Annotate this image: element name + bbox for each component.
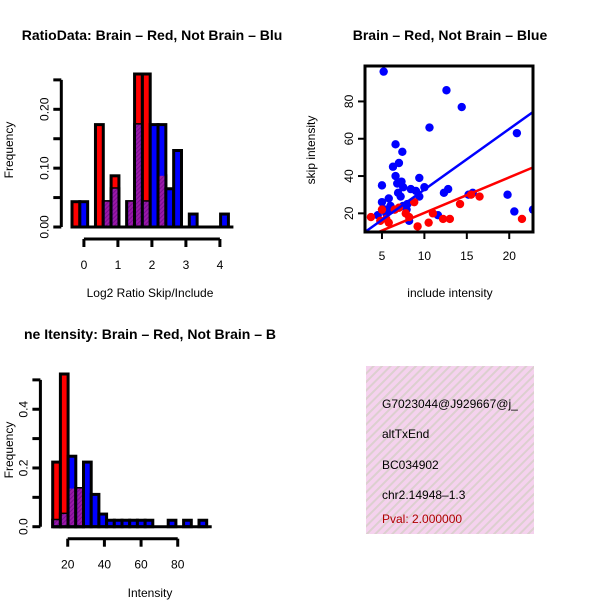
blue-point	[377, 197, 387, 207]
blue-point	[391, 140, 400, 149]
overlap-bar	[104, 201, 110, 226]
plot-frame	[363, 64, 535, 234]
ratio-histogram-title: RatioData: Brain – Red, Not Brain – Blu	[22, 27, 283, 43]
blue-point	[398, 183, 408, 192]
red-point	[401, 209, 410, 218]
x-tick-label: 5	[379, 249, 386, 263]
x-tick-label: 2	[149, 258, 156, 272]
overlap-bar	[143, 201, 149, 226]
overlap-bar	[61, 514, 67, 526]
blue-point	[425, 123, 434, 132]
info-line-type: altTxEnd	[382, 427, 429, 441]
y-tick-label: 40	[342, 169, 356, 183]
intensity-histogram-xlabel: Intensity	[128, 586, 173, 600]
info-line-accession: BC034902	[382, 458, 439, 472]
blue-point	[396, 192, 405, 201]
blue-point	[442, 86, 451, 95]
overlap-bar	[69, 488, 75, 526]
blue-point	[377, 181, 387, 190]
info-pval: Pval: 2.000000	[382, 512, 462, 526]
red-fit-line	[378, 166, 533, 232]
blue-point	[398, 147, 407, 156]
info-line-location: chr2.14948–1.3	[382, 488, 466, 502]
y-tick-label: 0.20	[37, 97, 51, 121]
ratio-histogram-panel: RatioData: Brain – Red, Not Brain – Blu …	[2, 27, 282, 300]
red-point	[424, 218, 433, 227]
scatter-ylabel: skip intensity	[304, 116, 318, 185]
y-tick-label: 0.10	[37, 156, 51, 180]
blue-point	[457, 102, 466, 112]
red-point	[517, 214, 527, 224]
overlap-bar	[136, 124, 141, 226]
x-tick-label: 0	[81, 258, 88, 272]
blue-fit-line	[365, 110, 533, 232]
red-point	[384, 218, 393, 227]
overlap-bar	[112, 188, 118, 226]
x-tick-label: 20	[503, 249, 517, 263]
x-tick-label: 80	[171, 558, 185, 572]
blue-bar	[187, 212, 199, 229]
x-tick-label: 15	[460, 249, 474, 263]
y-tick-label: 20	[342, 206, 356, 220]
x-tick-label: 20	[61, 558, 75, 572]
x-tick-label: 4	[217, 258, 224, 272]
blue-point	[510, 207, 519, 216]
y-tick-label: 0.2	[16, 459, 30, 476]
red-point	[445, 214, 455, 224]
y-tick-label: 0.00	[37, 215, 51, 239]
blue-point	[503, 190, 512, 199]
y-tick-label: 60	[342, 132, 356, 146]
blue-point	[391, 171, 400, 181]
scatter-title: Brain – Red, Not Brain – Blue	[353, 27, 548, 43]
blue-bar	[172, 149, 183, 229]
scatter-panel: Brain – Red, Not Brain – Blue 20 40 60 80 5 1…	[304, 27, 547, 300]
info-box-background	[366, 366, 534, 534]
blue-point	[512, 128, 522, 138]
y-tick-label: 0.4	[16, 401, 30, 418]
blue-point	[439, 188, 449, 198]
x-tick-label: 3	[183, 258, 190, 272]
intensity-histogram-panel: ne Itensity: Brain – Red, Not Brain – B …	[2, 326, 276, 600]
red-point	[410, 197, 419, 207]
blue-point	[415, 173, 424, 183]
overlap-bar	[159, 175, 165, 226]
red-point	[455, 199, 465, 209]
y-tick-label: 0.0	[16, 518, 30, 535]
red-point	[438, 214, 448, 224]
overlap-bar	[77, 488, 82, 526]
info-line-id: G7023044@J929667@j_	[382, 397, 518, 411]
ratio-histogram-ylabel: Frequency	[2, 122, 16, 179]
blue-point	[379, 67, 388, 76]
red-point	[475, 192, 484, 201]
intensity-histogram-title: ne Itensity: Brain – Red, Not Brain – B	[24, 326, 276, 342]
y-tick-label: 80	[342, 94, 356, 108]
x-tick-label: 40	[98, 558, 112, 572]
blue-bar	[219, 212, 230, 229]
red-point	[366, 212, 376, 222]
blue-point	[388, 162, 398, 171]
blue-point	[384, 194, 393, 203]
ratio-histogram-xlabel: Log2 Ratio Skip/Include	[87, 286, 214, 300]
overlap-bar	[128, 201, 134, 226]
overlap-bar	[54, 520, 59, 526]
x-tick-label: 1	[115, 258, 122, 272]
info-box: G7023044@J929667@j_ altTxEnd BC034902 ch…	[366, 366, 534, 534]
blue-bar	[78, 200, 90, 229]
scatter-xlabel: include intensity	[407, 286, 492, 300]
red-point	[377, 205, 387, 214]
x-tick-label: 60	[134, 558, 148, 572]
plot-area	[365, 67, 533, 232]
x-tick-label: 10	[418, 249, 432, 263]
red-point	[413, 222, 422, 231]
intensity-histogram-ylabel: Frequency	[2, 422, 16, 479]
